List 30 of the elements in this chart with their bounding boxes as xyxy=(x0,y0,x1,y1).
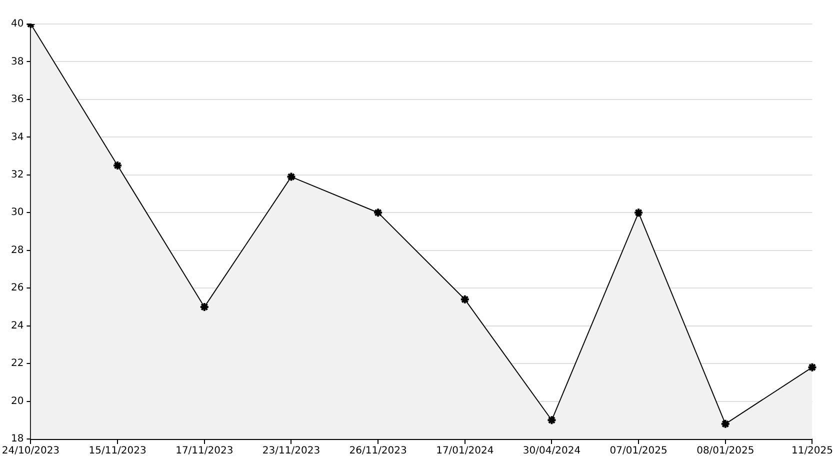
y-tick-label: 20 xyxy=(10,396,24,407)
point xyxy=(199,302,210,312)
point xyxy=(720,418,730,429)
point xyxy=(634,208,644,218)
point xyxy=(546,415,557,426)
y-tick-label: 32 xyxy=(10,170,24,181)
x-tick-label: 17/01/2024 xyxy=(436,446,494,457)
x-tick-label: 30/04/2024 xyxy=(522,446,581,457)
point xyxy=(286,172,296,182)
y-tick-label: 34 xyxy=(10,132,24,143)
y-tick-label: 22 xyxy=(10,358,24,370)
y-tick-label: 30 xyxy=(10,207,24,218)
y-tick-label: 40 xyxy=(10,18,24,30)
point xyxy=(112,160,123,170)
y-tick-label: 36 xyxy=(10,94,24,106)
x-tick-label: 24/10/2023 xyxy=(2,446,60,457)
y-tick-label: 26 xyxy=(10,282,24,294)
x-tick-label: 11/2025 xyxy=(791,446,833,457)
y-tick-label: 18 xyxy=(10,434,24,445)
y-tick-label: 24 xyxy=(10,320,24,332)
x-tick-label: 15/11/2023 xyxy=(88,446,146,457)
y-tick-label: 28 xyxy=(10,244,24,256)
y-tick-label: 38 xyxy=(10,56,24,68)
point xyxy=(460,294,470,304)
point xyxy=(373,208,384,218)
x-tick-label: 23/11/2023 xyxy=(262,446,320,457)
x-tick-label: 26/11/2023 xyxy=(349,446,407,457)
x-tick-label: 08/01/2025 xyxy=(696,446,754,457)
x-tick-label: 17/11/2023 xyxy=(176,446,234,457)
x-tick-label: 07/01/2025 xyxy=(610,446,668,457)
